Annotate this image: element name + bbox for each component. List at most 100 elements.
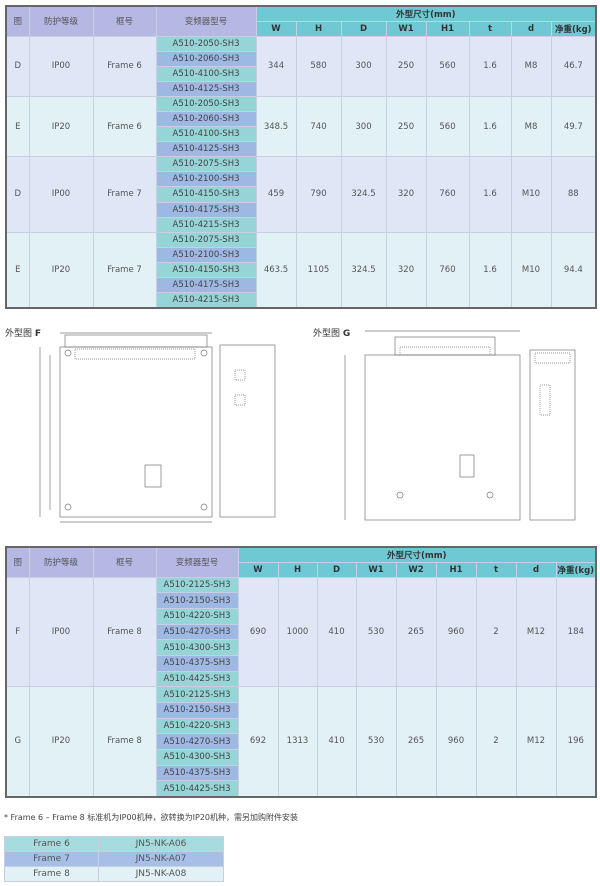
cell-model: A510-4375-SH3	[155, 654, 239, 672]
header-model: 变频器型号	[155, 5, 257, 37]
header-col: d	[515, 561, 557, 578]
table-row: A510-2060-SH3	[6, 50, 596, 67]
cell-value: 265	[395, 576, 437, 688]
cell-value: M8	[510, 35, 552, 97]
header-col: 净重(kg)	[550, 20, 597, 37]
kit-frame: Frame 7	[4, 851, 99, 867]
cell-value: 1.6	[468, 231, 512, 309]
cell-value: 184	[555, 576, 597, 688]
cell-value: 300	[340, 95, 387, 158]
header-col: D	[316, 561, 357, 578]
cell-value: 320	[385, 156, 427, 233]
cell-model: A510-4100-SH3	[155, 126, 257, 143]
cell-fig: G	[5, 686, 30, 798]
cell-model: A510-4300-SH3	[155, 749, 239, 766]
header-col: 净重(kg)	[555, 561, 597, 578]
header-col: H	[295, 20, 342, 37]
table-row: A510-4220-SH3	[6, 717, 596, 735]
cell-protection: IP20	[28, 231, 94, 309]
kit-frame: Frame 6	[4, 836, 99, 852]
cell-model: A510-4125-SH3	[155, 141, 257, 158]
table-row: A510-4220-SH3	[6, 607, 596, 625]
cell-model: A510-2100-SH3	[155, 171, 257, 188]
table-row: F IP00 Frame 8 A510-2125-SH3 690 1000 410 530 26…	[5, 576, 597, 688]
header-col: W	[255, 20, 297, 37]
cell-model: A510-4175-SH3	[155, 276, 257, 294]
table-row: A510-4375-SH3	[6, 654, 596, 672]
cell-frame: Frame 6	[92, 35, 157, 97]
cell-value: 790	[295, 156, 342, 233]
table-row: A510-4300-SH3	[6, 749, 596, 766]
drawing-g-title: 外型图 G	[313, 329, 351, 339]
table-row: A510-4175-SH3	[6, 276, 596, 294]
header-frame: 框号	[92, 546, 157, 578]
cell-model: A510-4150-SH3	[155, 186, 257, 203]
cell-value: M10	[510, 231, 552, 309]
table-row: A510-4215-SH3	[6, 292, 596, 309]
table-row: A510-2100-SH3	[6, 246, 596, 263]
header-col: D	[340, 20, 387, 37]
header-col: W	[237, 561, 279, 578]
dimension-table-frame-8: 图防护等级 框号 变频器型号 外型尺寸(mm) W H D W1 W2 H1 t d 净重(kg) F IP…	[5, 546, 598, 798]
cell-protection: IP00	[28, 156, 94, 233]
cell-frame: Frame 6	[92, 95, 157, 158]
cell-protection: IP20	[28, 95, 94, 158]
cell-value: 320	[385, 231, 427, 309]
table-row: A510-4375-SH3	[6, 764, 596, 782]
header-col: t	[468, 20, 512, 37]
cell-model: A510-4270-SH3	[155, 623, 239, 641]
table-row: E IP20 Frame 7 A510-2075-SH3 463.5 1105 324.5 3…	[5, 231, 597, 309]
header-col: d	[510, 20, 552, 37]
cell-model: A510-4150-SH3	[155, 261, 257, 279]
cell-value: 459	[255, 156, 297, 233]
header-col: H1	[435, 561, 477, 578]
table-row: A510-4425-SH3	[6, 780, 596, 798]
header-dims: 外型尺寸(mm)	[255, 5, 597, 22]
dimension-table-frame-6-7: 图防护等级 框号 变频器型号 外型尺寸(mm) W H D W1 H1 t d 净重(kg) D IP00…	[5, 5, 598, 309]
table-row: E IP20 Frame 6 A510-2050-SH3 348.5 740 300 250 5…	[5, 95, 597, 158]
cell-value: M12	[515, 576, 557, 688]
cell-value: 300	[340, 35, 387, 97]
header-dims: 外型尺寸(mm)	[237, 546, 597, 563]
cell-model: A510-2100-SH3	[155, 246, 257, 263]
cell-model: A510-4215-SH3	[155, 216, 257, 233]
kit-frame: Frame 8	[4, 866, 99, 882]
cell-value: 348.5	[255, 95, 297, 158]
table-row: D IP00 Frame 7 A510-2075-SH3 459 790 324.5 320 7…	[5, 156, 597, 233]
cell-value: 250	[385, 95, 427, 158]
header-fig: 图	[5, 5, 30, 37]
cell-fig: D	[5, 35, 30, 97]
cell-model: A510-4300-SH3	[155, 639, 239, 656]
cell-value: 94.4	[550, 231, 597, 309]
kit-row: Frame 7 JN5-NK-A07	[4, 851, 224, 867]
outline-drawing-f	[39, 332, 276, 523]
table-row: A510-2150-SH3	[6, 702, 596, 719]
header-col: H	[277, 561, 318, 578]
cell-value: 760	[425, 156, 470, 233]
table-row: A510-4150-SH3	[6, 186, 596, 203]
cell-value: 265	[395, 686, 437, 798]
cell-value: 1105	[295, 231, 342, 309]
table-row: A510-4100-SH3	[6, 65, 596, 82]
cell-value: 410	[316, 686, 357, 798]
cell-value: 324.5	[340, 231, 387, 309]
cell-value: 530	[355, 576, 397, 688]
cell-value: M8	[510, 95, 552, 158]
cell-value: 1.6	[468, 95, 512, 158]
cell-value: 760	[425, 231, 470, 309]
cell-value: 692	[237, 686, 279, 798]
header-model: 变频器型号	[155, 546, 239, 578]
header-col: W1	[355, 561, 397, 578]
cell-value: 410	[316, 576, 357, 688]
cell-protection: IP20	[28, 686, 94, 798]
table-row: A510-4270-SH3	[6, 733, 596, 751]
header-col: W2	[395, 561, 437, 578]
cell-value: 960	[435, 576, 477, 688]
cell-model: A510-2060-SH3	[155, 50, 257, 67]
header-frame: 框号	[92, 5, 157, 37]
cell-value: 1.6	[468, 35, 512, 97]
cell-model: A510-2125-SH3	[155, 576, 239, 594]
table-row: A510-4150-SH3	[6, 261, 596, 279]
cell-model: A510-2060-SH3	[155, 110, 257, 128]
cell-model: A510-2075-SH3	[155, 231, 257, 248]
